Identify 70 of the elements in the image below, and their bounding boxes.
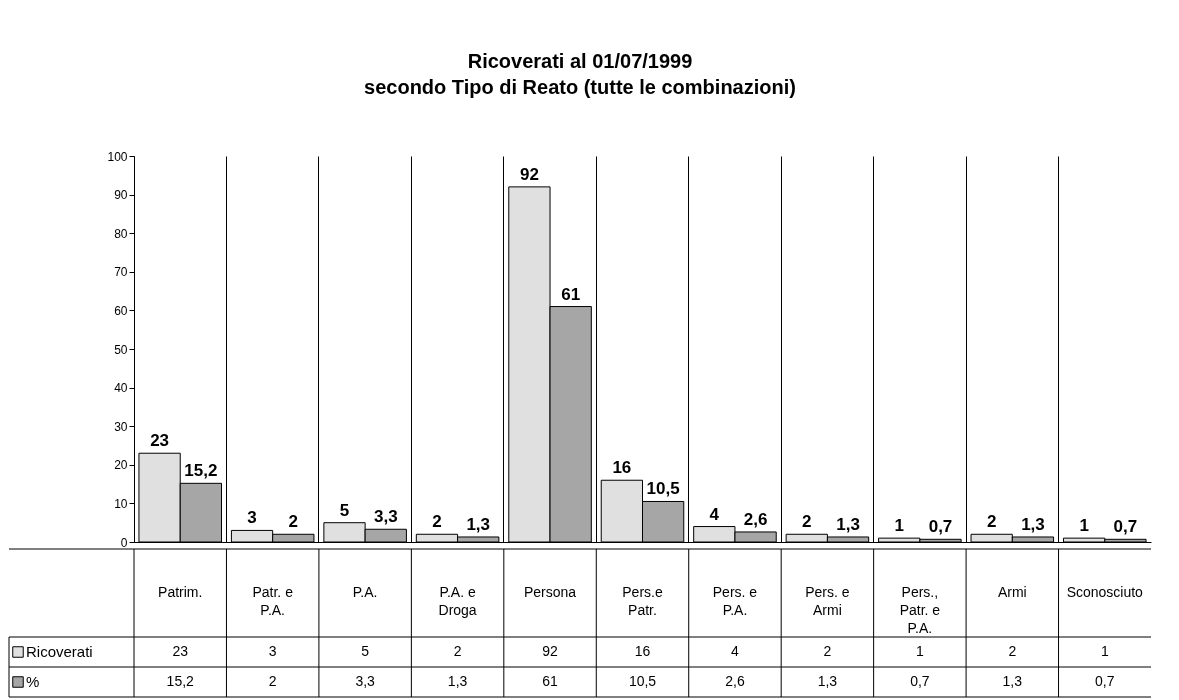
x-tick-label: Pers.e Patr.	[622, 584, 663, 618]
y-tick-label: 20	[114, 458, 128, 473]
y-tick-label: 0	[120, 535, 128, 550]
data-label: 5	[361, 643, 370, 659]
data-label: 1	[1100, 643, 1109, 659]
data-label: 2	[453, 643, 462, 659]
x-tick-label: Armi	[997, 584, 1027, 600]
data-label: 2,6	[725, 673, 745, 689]
text: 3	[247, 508, 257, 528]
x-tick-label: Pers. e Armi	[805, 584, 850, 618]
y-tick-label: 80	[114, 226, 128, 241]
x-tick-label: Pers. e P.A.	[712, 584, 758, 618]
text: 2,6	[743, 509, 768, 529]
data-label: 61	[542, 673, 559, 689]
data-label: 4	[731, 643, 740, 659]
data-label: 15,2	[166, 673, 195, 689]
data-label: 3	[268, 643, 277, 659]
text: 15,2	[184, 461, 218, 481]
legend-label: Ricoverati	[26, 643, 93, 660]
data-label: 92	[542, 643, 559, 659]
x-tick-label: P.A. e Droga	[438, 584, 477, 618]
data-label: 0,7	[1095, 673, 1115, 689]
x-tick-label: Pers., Patr. e P.A.	[899, 584, 941, 636]
text: 1	[1079, 516, 1089, 536]
x-tick-label: Persona	[523, 584, 577, 600]
data-label: 2	[268, 673, 277, 689]
data-label: 1,3	[817, 673, 838, 689]
text: 92	[519, 164, 539, 184]
data-label: 10,5	[628, 673, 657, 689]
x-tick-label: Patr. e P.A.	[252, 584, 294, 618]
text: 10,5	[646, 479, 680, 499]
text: 0,7	[1113, 517, 1138, 537]
text: 61	[561, 284, 581, 304]
data-label: 2	[1008, 643, 1017, 659]
legend-label: %	[26, 673, 40, 690]
data-label: 16	[634, 643, 651, 659]
y-tick-label: 70	[114, 265, 128, 280]
x-tick-label: Sconosciuto	[1066, 584, 1144, 600]
data-label: 1	[915, 643, 924, 659]
chart-title: Ricoverati al 01/07/1999	[467, 50, 693, 72]
text: 3,3	[373, 507, 398, 527]
text: 1,3	[1021, 514, 1045, 534]
x-tick-label: P.A.	[352, 584, 378, 600]
text: 1,3	[466, 514, 491, 534]
text: 2	[288, 512, 299, 532]
chart-subtitle: secondo Tipo di Reato (tutte le combinazioni)	[364, 76, 796, 98]
data-label: 3,3	[355, 673, 376, 689]
data-label: 2	[823, 643, 832, 659]
y-tick-label: 10	[114, 496, 128, 511]
data-label: 1,3	[447, 673, 468, 689]
data-label: 1,3	[1002, 673, 1023, 689]
text: 16	[612, 458, 632, 478]
y-tick-label: 100	[107, 149, 128, 164]
text: 23	[150, 431, 170, 451]
text: 2	[986, 512, 997, 532]
text: 2	[432, 512, 442, 532]
y-tick-label: 40	[114, 381, 128, 396]
text: 4	[709, 504, 720, 524]
text: 1,3	[836, 514, 860, 534]
x-tick-label: Patrim.	[158, 584, 203, 600]
text: 5	[339, 500, 350, 520]
y-tick-label: 50	[114, 342, 128, 357]
y-tick-label: 60	[114, 303, 128, 318]
data-label: 0,7	[910, 673, 930, 689]
data-label: 23	[172, 643, 189, 659]
text: 1	[894, 516, 904, 536]
text: 2	[802, 512, 812, 532]
y-tick-label: 90	[114, 188, 128, 203]
y-tick-label: 30	[114, 419, 128, 434]
text: 0,7	[928, 517, 953, 537]
